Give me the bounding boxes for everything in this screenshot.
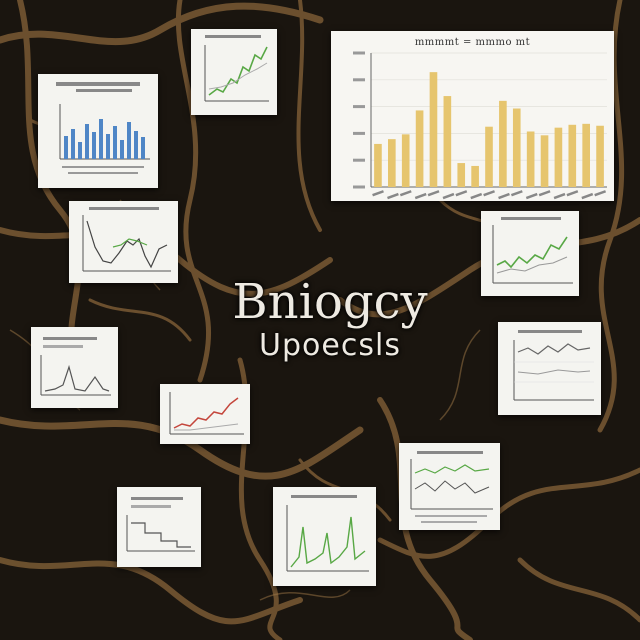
- bar: [457, 163, 466, 187]
- line-chart-card-bottom-right: [399, 443, 500, 530]
- poster-subtitle: Upoecsls: [259, 328, 401, 363]
- bar: [596, 125, 604, 187]
- poster-title-block: Bniogcy Upoecsls: [150, 276, 510, 364]
- dip-line-chart: [82, 207, 171, 272]
- green-line-chart: [204, 35, 269, 102]
- bar: [582, 123, 590, 187]
- x-tick-label: [538, 190, 551, 197]
- x-tick-label: [553, 192, 566, 200]
- x-tick-label: [455, 190, 468, 197]
- flat-line-chart: [513, 330, 594, 401]
- chart-title: mmmmt = mmmo mt: [414, 37, 531, 48]
- x-tick-label: [498, 192, 510, 200]
- wave-line-chart: [410, 451, 493, 523]
- bar: [499, 100, 507, 187]
- bar-chart: [353, 51, 607, 200]
- line-chart-card-right-top: [481, 211, 579, 296]
- bar: [471, 165, 479, 187]
- red-line-chart-card: [160, 384, 250, 444]
- y-tick-label: [353, 105, 365, 109]
- bar: [388, 139, 396, 187]
- x-tick-label: [414, 192, 427, 200]
- x-tick-label: [470, 192, 483, 200]
- bar: [374, 143, 382, 187]
- rising-line-chart: [492, 217, 573, 284]
- x-tick-label: [594, 190, 607, 197]
- y-tick-label: [353, 185, 365, 189]
- x-tick-label: [442, 192, 455, 200]
- line-chart-card-left: [69, 201, 178, 283]
- x-tick-label: [399, 190, 412, 197]
- small-chart-card-bottom-left: [117, 487, 201, 567]
- spike-line-chart: [286, 495, 369, 572]
- small-chart-card-left: [31, 327, 118, 408]
- green-line-chart-card: [191, 29, 277, 115]
- red-line-chart: [169, 392, 244, 435]
- x-tick-label: [483, 190, 495, 197]
- x-tick-label: [566, 190, 579, 197]
- y-tick-label: [353, 131, 365, 135]
- x-tick-label: [372, 190, 384, 197]
- line-chart-card-right-mid: [498, 322, 601, 415]
- x-tick-label: [510, 190, 523, 197]
- x-tick-label: [581, 192, 594, 200]
- blue-bar-chart-card: [38, 74, 158, 188]
- y-tick-label: [353, 51, 365, 55]
- x-tick-label: [525, 192, 538, 200]
- bar: [485, 126, 493, 187]
- bar: [429, 72, 438, 187]
- bar: [526, 131, 535, 187]
- bar: [554, 127, 563, 187]
- y-tick-label: [353, 78, 365, 82]
- poster-title: Bniogcy: [232, 274, 428, 330]
- bar: [401, 134, 410, 187]
- bar: [512, 108, 521, 187]
- bar: [568, 124, 577, 187]
- bar-chart-card: mmmmt = mmmo mt: [331, 31, 614, 201]
- y-tick-label: [353, 158, 365, 162]
- bar: [443, 96, 452, 187]
- peak-line-chart: [40, 337, 111, 396]
- bar: [540, 135, 549, 187]
- blue-bar-chart: [56, 82, 150, 174]
- green-spike-chart-card: [273, 487, 376, 586]
- x-tick-label: [387, 192, 399, 200]
- x-tick-label: [427, 190, 440, 197]
- step-chart: [126, 497, 195, 552]
- bar: [415, 110, 424, 187]
